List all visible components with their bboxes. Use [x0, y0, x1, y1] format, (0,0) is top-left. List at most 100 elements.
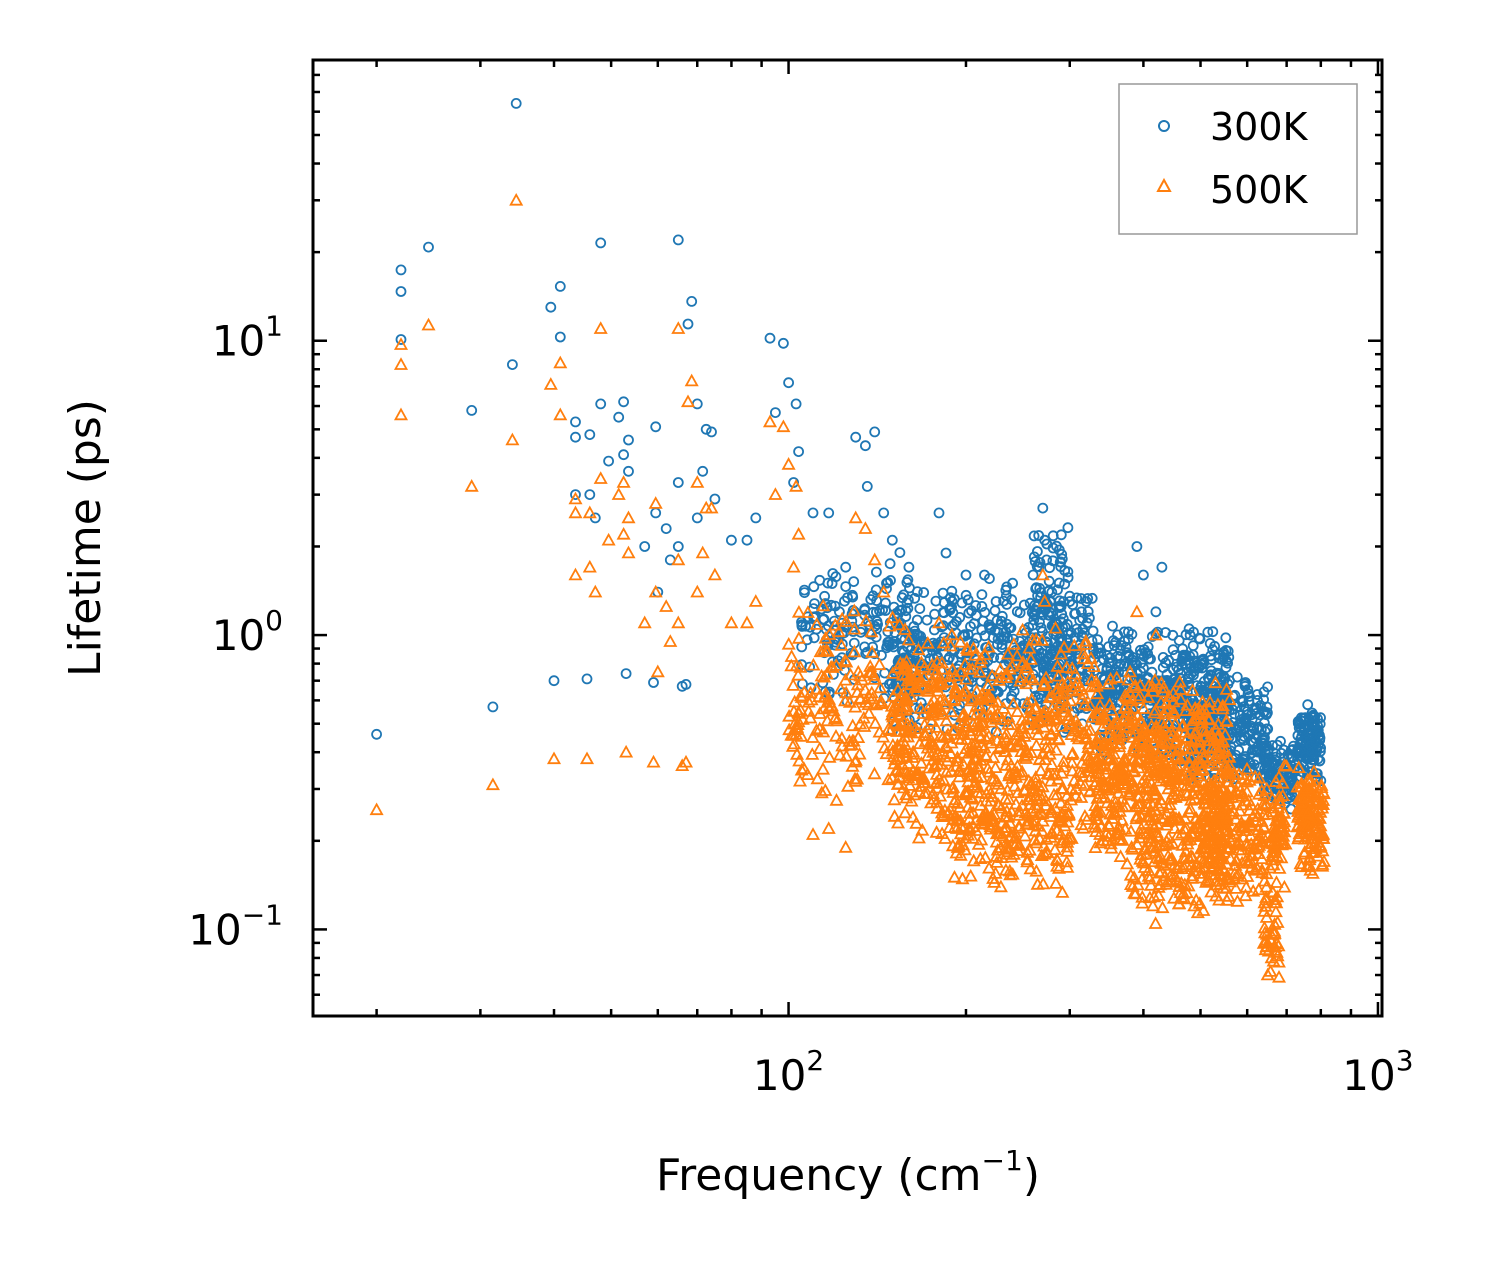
data-point-500k-cloud — [1044, 707, 1059, 721]
data-point-500k-cloud — [1192, 741, 1207, 754]
data-point-500k-cloud — [1093, 698, 1108, 712]
data-point-300k-cloud — [960, 589, 972, 601]
data-point-500k-cloud — [1148, 802, 1163, 816]
data-point-500k-cloud — [982, 690, 997, 704]
data-point-300k-cloud — [1020, 627, 1032, 639]
data-point-500k-cloud — [861, 697, 876, 711]
data-point-500k-cloud — [793, 660, 808, 673]
data-point-500k-cloud — [1057, 700, 1072, 714]
data-point-500k — [663, 634, 678, 647]
data-point-500k-cloud — [943, 638, 958, 652]
data-point-300k-cloud — [1055, 529, 1067, 541]
data-point-500k-cloud — [897, 722, 912, 736]
data-point-500k-cloud — [1006, 696, 1021, 710]
data-point-500k-cloud — [814, 668, 829, 682]
data-point-500k-cloud — [1010, 648, 1025, 662]
data-point-500k-cloud — [994, 800, 1009, 814]
data-point-500k-cloud — [1004, 739, 1019, 753]
data-point-500k-cloud — [1219, 714, 1234, 727]
data-point-300k — [595, 237, 607, 249]
data-point-500k-cloud — [1178, 844, 1193, 858]
data-point-500k-cloud — [1297, 786, 1312, 800]
data-point-300k-cloud — [871, 616, 883, 627]
data-point-500k-cloud — [974, 832, 989, 846]
data-point-500k-cloud — [1108, 807, 1124, 820]
data-point-500k-cloud — [1156, 719, 1171, 733]
data-point-500k — [1037, 594, 1052, 607]
data-point-300k — [570, 416, 581, 428]
data-point-500k-cloud — [1194, 755, 1209, 769]
data-point-500k-cloud — [969, 780, 984, 793]
data-point-500k-cloud — [845, 718, 860, 732]
data-point-500k-cloud — [983, 817, 998, 831]
data-point-500k-cloud — [1022, 640, 1037, 654]
data-point-300k — [507, 359, 518, 371]
data-point-500k-cloud — [1097, 774, 1112, 788]
data-point-500k-cloud — [893, 764, 908, 778]
data-point-300k-cloud — [1262, 681, 1273, 693]
data-point-500k-cloud — [945, 807, 960, 821]
data-point-500k-cloud — [972, 692, 987, 705]
data-point-500k-cloud — [1036, 746, 1051, 760]
data-point-500k — [671, 321, 686, 334]
data-point-500k-cloud — [1033, 763, 1048, 776]
data-point-500k-cloud — [912, 736, 927, 750]
data-point-500k-cloud — [940, 753, 955, 767]
data-point-500k-cloud — [1060, 860, 1075, 873]
data-point-500k-cloud — [1099, 761, 1114, 775]
data-point-500k-cloud — [983, 821, 998, 835]
data-point-500k-cloud — [925, 657, 940, 671]
data-point-300k-cloud — [1194, 633, 1206, 645]
data-point-300k — [840, 561, 852, 573]
data-point-300k-cloud — [1029, 610, 1041, 622]
data-point-300k-cloud — [1123, 626, 1134, 638]
data-point-500k-cloud — [960, 799, 975, 813]
data-point-500k-cloud — [1313, 805, 1328, 818]
data-point-500k-cloud — [1023, 652, 1038, 665]
data-point-500k-cloud — [998, 809, 1013, 822]
data-point-300k-cloud — [976, 601, 988, 612]
data-point-500k-cloud — [867, 672, 882, 685]
data-point-500k-cloud — [929, 774, 945, 788]
data-point-500k-cloud — [1063, 693, 1078, 707]
data-point-500k — [621, 510, 636, 524]
data-point-300k-cloud — [859, 604, 871, 616]
data-point-500k-cloud — [1078, 633, 1093, 647]
data-point-300k-cloud — [871, 566, 882, 578]
data-point-500k — [546, 751, 562, 765]
data-point-500k-cloud — [1180, 697, 1195, 711]
data-point-500k-cloud — [1073, 776, 1088, 789]
data-point-500k-cloud — [945, 838, 960, 852]
data-point-500k-cloud — [1153, 792, 1168, 806]
data-point-500k-cloud — [896, 714, 911, 727]
data-point-500k-cloud — [901, 756, 916, 769]
data-point-500k-cloud — [1012, 808, 1027, 821]
data-point-500k-cloud — [1130, 837, 1145, 850]
data-point-500k-cloud — [1158, 756, 1173, 769]
data-point-300k — [793, 446, 804, 458]
data-point-500k-cloud — [815, 761, 831, 775]
data-point-500k-cloud — [1215, 698, 1230, 712]
data-point-500k-cloud — [1053, 827, 1069, 840]
data-point-500k-cloud — [1020, 854, 1035, 868]
data-point-500k-cloud — [1226, 767, 1241, 780]
data-point-500k-cloud — [1269, 875, 1284, 888]
data-point-300k-cloud — [1115, 640, 1127, 651]
data-point-300k-cloud — [946, 585, 958, 597]
data-point-300k-cloud — [998, 595, 1009, 607]
data-point-300k-cloud — [1043, 585, 1055, 597]
data-point-500k-cloud — [1143, 878, 1159, 891]
data-point-500k-cloud — [1176, 859, 1191, 873]
data-point-500k-cloud — [953, 664, 968, 678]
data-point-500k-cloud — [1103, 671, 1118, 685]
data-point-300k-cloud — [1292, 746, 1304, 758]
data-point-500k-cloud — [1112, 739, 1127, 753]
data-point-500k-cloud — [1047, 842, 1063, 855]
data-point-300k-cloud — [937, 620, 949, 632]
data-point-500k-cloud — [1144, 840, 1159, 854]
data-point-500k-cloud — [1145, 684, 1160, 697]
data-point-500k-cloud — [1203, 806, 1218, 820]
data-point-300k-cloud — [1170, 650, 1181, 661]
data-point-500k-cloud — [848, 753, 863, 766]
data-point-500k-cloud — [1300, 818, 1315, 832]
